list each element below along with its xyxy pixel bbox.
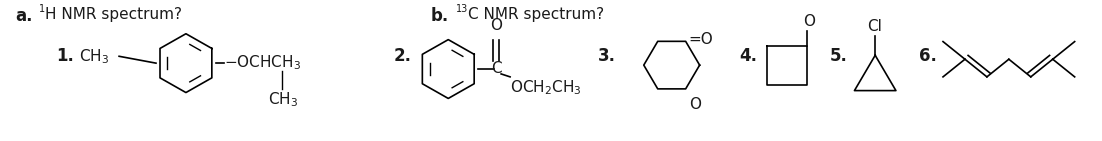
Text: O: O bbox=[689, 97, 701, 112]
Text: 1: 1 bbox=[40, 4, 45, 14]
Text: Cl: Cl bbox=[867, 19, 882, 34]
Text: 13: 13 bbox=[456, 4, 468, 14]
Text: 4.: 4. bbox=[739, 47, 757, 65]
Text: 1.: 1. bbox=[56, 47, 74, 65]
Text: CH$_3$: CH$_3$ bbox=[79, 47, 109, 66]
Text: CH$_3$: CH$_3$ bbox=[268, 91, 298, 109]
Text: 6.: 6. bbox=[919, 47, 937, 65]
Text: O: O bbox=[803, 14, 815, 29]
Text: 2.: 2. bbox=[393, 47, 411, 65]
Text: H NMR spectrum?: H NMR spectrum? bbox=[45, 7, 182, 22]
Text: C: C bbox=[490, 60, 501, 76]
Text: $-$OCHCH$_3$: $-$OCHCH$_3$ bbox=[224, 53, 301, 71]
Text: C NMR spectrum?: C NMR spectrum? bbox=[468, 7, 604, 22]
Text: b.: b. bbox=[430, 7, 449, 25]
Text: OCH$_2$CH$_3$: OCH$_2$CH$_3$ bbox=[510, 78, 582, 97]
Text: 5.: 5. bbox=[830, 47, 847, 65]
Text: O: O bbox=[490, 18, 503, 33]
Text: a.: a. bbox=[15, 7, 33, 25]
Text: 3.: 3. bbox=[598, 47, 616, 65]
Text: =O: =O bbox=[689, 32, 713, 47]
